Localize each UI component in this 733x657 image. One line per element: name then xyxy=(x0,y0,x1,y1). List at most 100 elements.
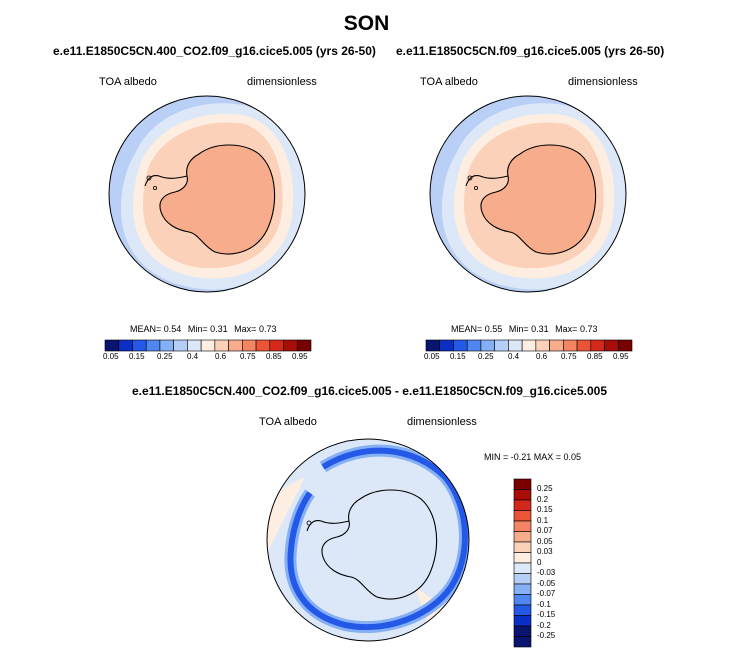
panel-2-stats: MEAN= 0.55 Min= 0.31 Max= 0.73 xyxy=(451,324,597,334)
panel-1-min-label: Min= xyxy=(187,324,208,334)
panel-2-tick-label: 0.15 xyxy=(450,352,466,361)
panel-1-tick-label: 0.05 xyxy=(103,352,119,361)
panel-1-tick-label: 0.95 xyxy=(292,352,308,361)
diff-colorbar-swatch xyxy=(513,636,532,648)
diff-colorbar-swatch xyxy=(513,478,532,490)
colorbar-swatch xyxy=(453,339,468,352)
diff-colorbar-label: -0.05 xyxy=(537,578,556,588)
figure-title: SON xyxy=(343,12,390,35)
colorbar-swatch xyxy=(118,339,133,352)
colorbar-swatch xyxy=(269,339,284,352)
diff-variable-label: TOA albedo xyxy=(259,416,317,428)
panel-2-min-label: Min= xyxy=(508,324,529,334)
colorbar-swatch xyxy=(200,339,216,352)
colorbar-swatch xyxy=(617,339,633,352)
diff-colorbar-swatch xyxy=(513,520,532,532)
diff-colorbar-label: -0.15 xyxy=(537,610,556,619)
colorbar-swatch xyxy=(145,339,161,352)
panel-2-mean-value: 0.55 xyxy=(484,324,503,334)
panel-2-mean-label: MEAN= xyxy=(451,324,483,334)
panel-2-variable-label: TOA albedo xyxy=(420,76,478,88)
colorbar-swatch xyxy=(521,339,537,352)
panel-2-case-title: e.e11.E1850C5CN.f09_g16.cice5.005 (yrs 2… xyxy=(396,44,665,58)
panel-2-tick-label: 0.05 xyxy=(424,352,440,361)
panel-2-tick-label: 0.6 xyxy=(536,352,548,361)
colorbar-swatch xyxy=(494,339,509,352)
colorbar-swatch xyxy=(535,339,550,352)
diff-colorbar-swatch xyxy=(513,625,532,637)
colorbar-swatch xyxy=(590,339,605,352)
panel-1-min-value: 0.31 xyxy=(210,324,228,334)
diff-colorbar-label: -0.07 xyxy=(537,589,556,598)
diff-minmax-label: MIN = -0.21 MAX = 0.05 xyxy=(484,452,582,462)
diff-colorbar-label: -0.1 xyxy=(537,599,551,609)
diff-colorbar-label: 0.15 xyxy=(537,505,553,514)
colorbar-swatch xyxy=(104,339,120,352)
panel-1-tick-label: 0.25 xyxy=(157,352,173,361)
colorbar-swatch xyxy=(187,339,202,352)
diff-colorbar-swatch xyxy=(513,604,532,616)
diff-panel-title: e.e11.E1850C5CN.400_CO2.f09_g16.cice5.00… xyxy=(132,384,608,398)
diff-colorbar-swatch xyxy=(513,510,532,522)
panel-1-tick-label: 0.85 xyxy=(266,352,282,361)
colorbar-swatch xyxy=(228,339,243,352)
panel-1-colorbar-ticks: 0.05 0.15 0.25 0.4 0.6 0.75 0.85 0.95 xyxy=(103,352,313,364)
colorbar-swatch xyxy=(466,339,482,352)
diff-colorbar-label: 0.07 xyxy=(537,526,553,535)
colorbar-swatch xyxy=(132,339,147,352)
diff-colorbar-swatch xyxy=(513,615,532,627)
colorbar-swatch xyxy=(296,339,312,352)
diff-colorbar-label: 0 xyxy=(537,557,542,567)
panel-2-tick-label: 0.25 xyxy=(478,352,494,361)
panel-1-polar-map xyxy=(108,95,306,293)
diff-colorbar-swatch xyxy=(513,573,532,585)
diff-colorbar-swatch xyxy=(513,583,532,595)
colorbar-swatch xyxy=(255,339,271,352)
diff-colorbar-label: -0.2 xyxy=(537,620,551,630)
colorbar-swatch xyxy=(283,339,298,352)
colorbar-swatch xyxy=(508,339,523,352)
diff-colorbar-swatch xyxy=(513,541,532,553)
panel-1-case-title: e.e11.E1850C5CN.400_CO2.f09_g16.cice5.00… xyxy=(53,44,376,58)
diff-colorbar-label: 0.1 xyxy=(537,515,549,525)
panel-2-min-value: 0.31 xyxy=(531,324,549,334)
panel-1-max-label: Max= xyxy=(234,324,257,334)
panel-1-colorbar-cells xyxy=(104,339,312,352)
panel-2-colorbar-cells xyxy=(425,339,633,352)
diff-colorbar-label: 0.05 xyxy=(537,536,553,546)
panel-1-max-value: 0.73 xyxy=(258,324,277,334)
diff-colorbar-label: 0.25 xyxy=(537,484,553,493)
panel-2-colorbar xyxy=(425,339,633,352)
colorbar-swatch xyxy=(159,339,174,352)
diff-colorbar-swatch xyxy=(513,499,532,511)
colorbar-swatch xyxy=(549,339,564,352)
panel-1-stats: MEAN= 0.54 Min= 0.31 Max= 0.73 xyxy=(130,324,276,334)
diff-colorbar-labels: 0.25 0.2 0.15 0.1 0.07 0.05 0.03 0 -0.03… xyxy=(537,478,577,650)
panel-1-tick-label: 0.6 xyxy=(215,352,227,361)
panel-1-tick-label: 0.15 xyxy=(129,352,145,361)
diff-colorbar-label: -0.03 xyxy=(537,568,556,577)
panel-1-mean-value: 0.54 xyxy=(163,324,182,334)
panel-1-tick-label: 0.75 xyxy=(240,352,256,361)
diff-colorbar-cells xyxy=(513,478,532,648)
panel-1-units-label: dimensionless xyxy=(247,76,317,88)
diff-colorbar-swatch xyxy=(513,594,532,606)
panel-2-tick-label: 0.95 xyxy=(613,352,629,361)
diff-colorbar xyxy=(513,478,532,648)
panel-2-tick-label: 0.85 xyxy=(587,352,603,361)
colorbar-swatch xyxy=(604,339,619,352)
panel-2-colorbar-ticks: 0.05 0.15 0.25 0.4 0.6 0.75 0.85 0.95 xyxy=(424,352,634,364)
colorbar-swatch xyxy=(214,339,229,352)
colorbar-swatch xyxy=(439,339,454,352)
diff-colorbar-swatch xyxy=(513,489,532,501)
diff-colorbar-swatch xyxy=(513,562,532,574)
panel-2-max-label: Max= xyxy=(555,324,578,334)
colorbar-swatch xyxy=(173,339,188,352)
panel-1-mean-label: MEAN= xyxy=(130,324,162,334)
panel-1-tick-label: 0.4 xyxy=(187,352,199,361)
diff-colorbar-label: 0.2 xyxy=(537,494,549,504)
panel-2-max-value: 0.73 xyxy=(579,324,598,334)
colorbar-swatch xyxy=(563,339,578,352)
panel-1-variable-label: TOA albedo xyxy=(99,76,157,88)
colorbar-swatch xyxy=(242,339,257,352)
